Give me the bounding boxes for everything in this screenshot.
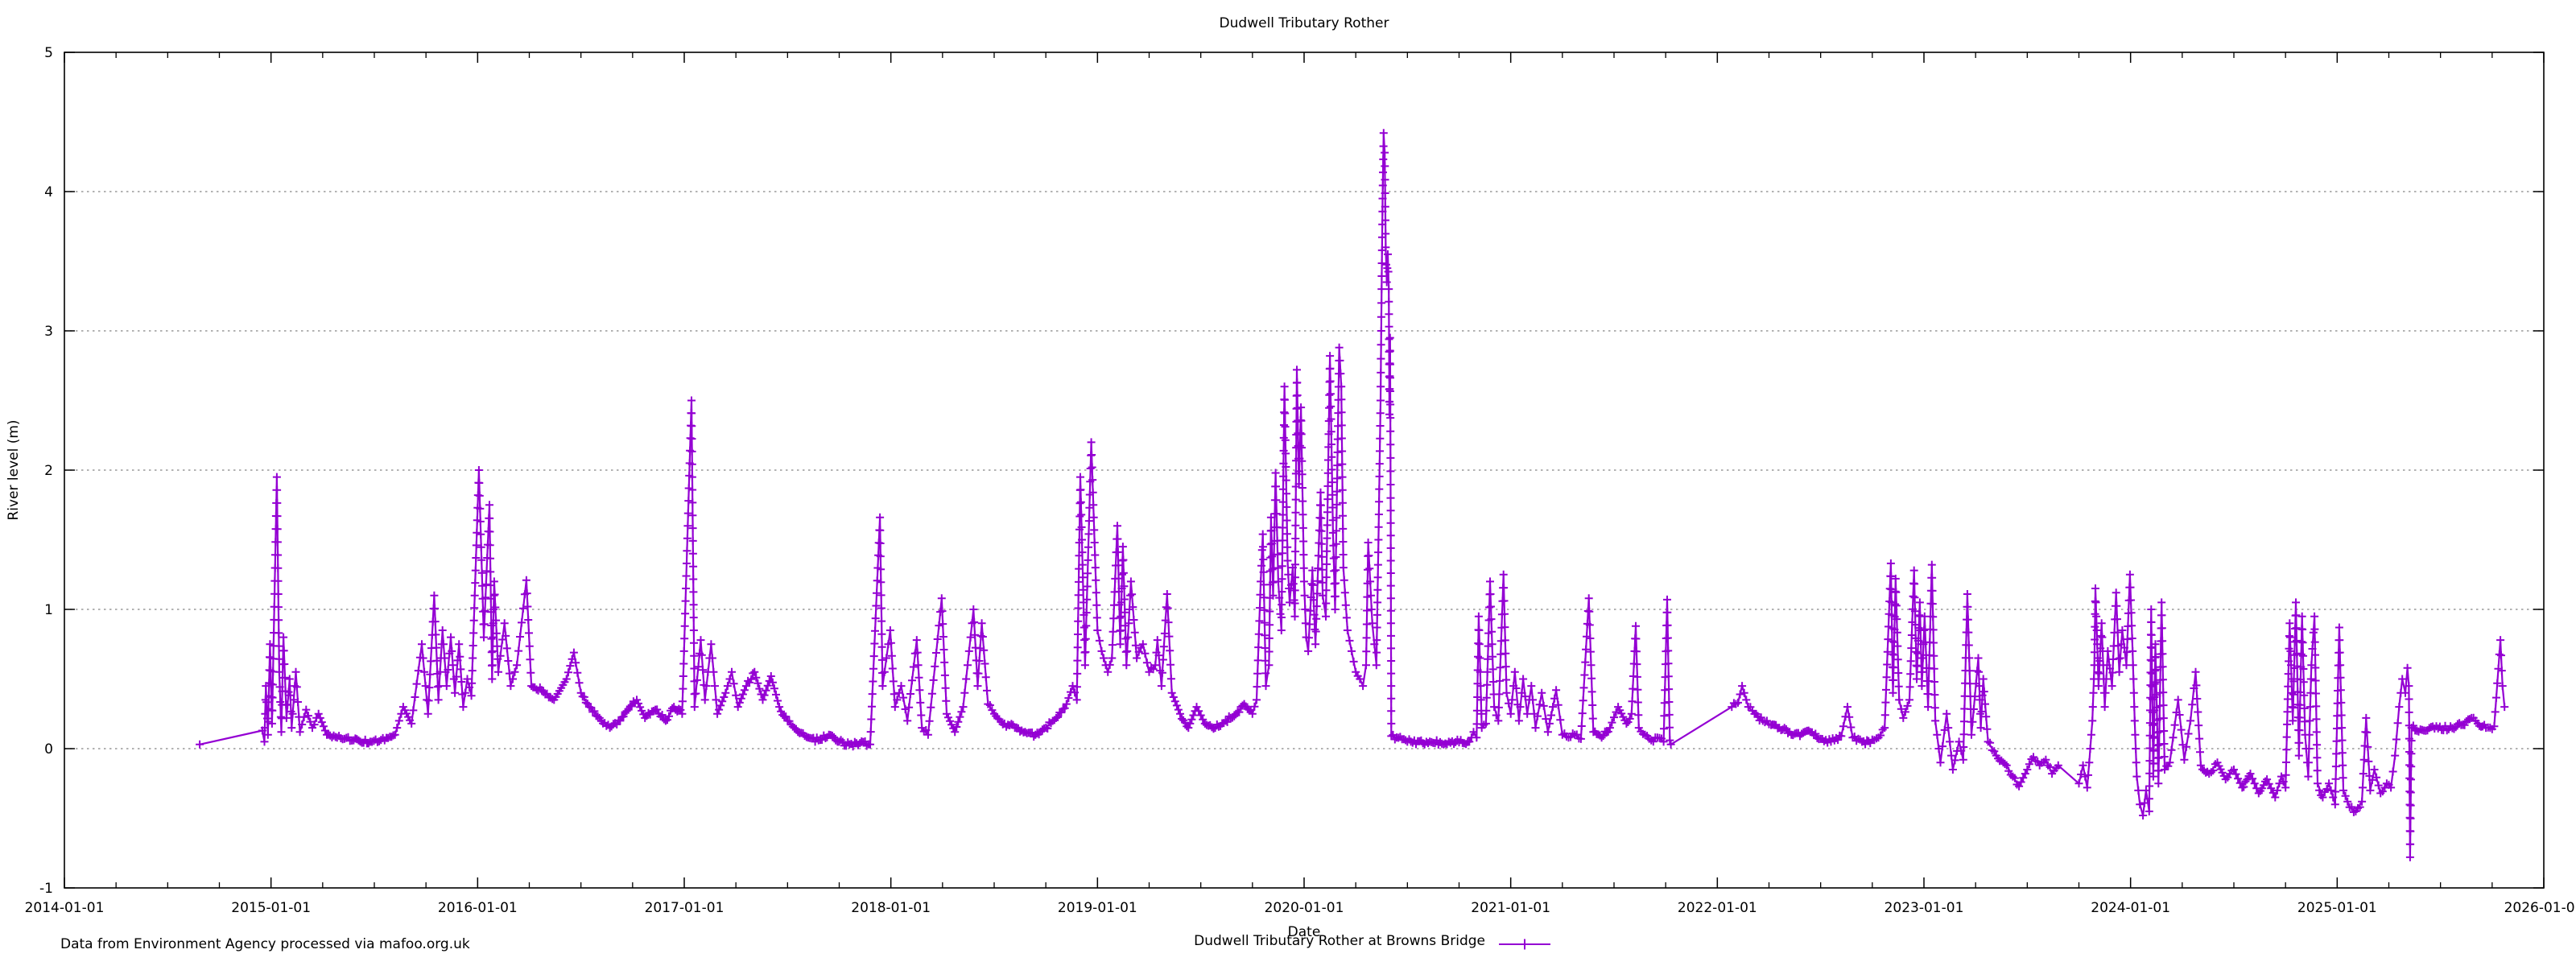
x-tick-label: 2019-01-01 — [1058, 900, 1137, 916]
legend-plus-marker-icon — [1499, 939, 1550, 950]
x-tick-label: 2018-01-01 — [851, 900, 931, 916]
series-plus-markers — [196, 129, 2509, 861]
plot-area: -1 0 1 2 3 4 5 2014-01-01 2015-01-01 2016-01-01 20… — [25, 45, 2576, 916]
plot-border — [64, 52, 2545, 889]
legend: Dudwell Tributary Rother at Browns Bridg… — [1194, 933, 1550, 950]
x-tick-label: 2020-01-01 — [1265, 900, 1344, 916]
y-tick-label: 0 — [44, 741, 53, 758]
y-tick-label: -1 — [39, 881, 53, 897]
legend-label: Dudwell Tributary Rother at Browns Bridg… — [1194, 933, 1485, 949]
chart-title: Dudwell Tributary Rother — [1220, 15, 1389, 31]
x-tick-label: 2015-01-01 — [231, 900, 311, 916]
x-tick-label: 2023-01-01 — [1885, 900, 1964, 916]
x-tick-label: 2016-01-01 — [438, 900, 518, 916]
x-tick-label: 2022-01-01 — [1678, 900, 1757, 916]
x-tick-label: 2026-01-01 — [2504, 900, 2576, 916]
y-tick-label: 2 — [44, 463, 53, 479]
y-tick-label: 1 — [44, 602, 53, 618]
x-tick-label: 2025-01-01 — [2297, 900, 2377, 916]
y-axis-title: River level (m) — [6, 419, 22, 520]
y-tick-label: 4 — [44, 184, 53, 200]
attribution-note: Data from Environment Agency processed v… — [60, 936, 470, 952]
y-tick-label: 5 — [44, 45, 53, 61]
y-tick-label: 3 — [44, 324, 53, 340]
x-tick-label: 2017-01-01 — [645, 900, 724, 916]
x-axis-title: Date — [1288, 924, 1321, 940]
x-tick-label: 2014-01-01 — [25, 900, 105, 916]
x-tick-label: 2021-01-01 — [1471, 900, 1550, 916]
x-tick-label: 2024-01-01 — [2091, 900, 2170, 916]
